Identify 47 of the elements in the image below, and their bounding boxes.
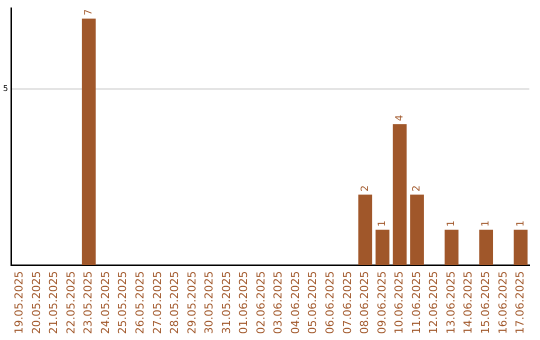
x-tick-label: 02.06.2025 [254, 271, 268, 334]
x-tick-label: 17.06.2025 [514, 271, 527, 334]
x-tick-label: 25.05.2025 [116, 271, 130, 334]
x-tick-label: 03.06.2025 [272, 271, 285, 334]
x-tick-label: 19.05.2025 [12, 271, 26, 334]
x-tick-label: 11.06.2025 [410, 271, 423, 334]
x-tick-label: 30.05.2025 [202, 271, 216, 334]
x-tick-label: 01.06.2025 [237, 271, 250, 334]
x-tick-label: 09.06.2025 [375, 271, 388, 334]
data-label: 2 [360, 185, 371, 192]
x-tick-label: 23.05.2025 [82, 271, 95, 334]
x-tick-label: 16.06.2025 [496, 271, 510, 334]
x-tick-label: 27.05.2025 [150, 271, 164, 334]
bar [514, 230, 528, 266]
x-tick-label: 29.05.2025 [185, 271, 198, 334]
bar [358, 194, 372, 266]
data-label: 4 [394, 114, 406, 122]
x-tick-label: 04.06.2025 [288, 271, 302, 334]
x-tick-label: 20.05.2025 [30, 271, 43, 334]
bar [82, 18, 96, 266]
x-tick-label: 08.06.2025 [358, 271, 372, 334]
x-tick-label: 10.06.2025 [392, 271, 406, 334]
data-label: 7 [83, 9, 94, 16]
data-label: 1 [515, 220, 526, 227]
bar [479, 230, 494, 266]
x-tick-label: 15.06.2025 [478, 271, 492, 334]
x-tick-label: 31.05.2025 [220, 271, 233, 334]
x-tick-label: 07.06.2025 [340, 271, 354, 334]
data-label: 2 [412, 185, 423, 192]
x-tick-label: 28.05.2025 [168, 271, 182, 334]
bar [444, 230, 458, 266]
x-tick-label: 26.05.2025 [134, 271, 147, 334]
bar [392, 124, 407, 266]
x-tick-label: 06.06.2025 [324, 271, 337, 334]
x-tick-label: 24.05.2025 [98, 271, 112, 334]
y-tick-label: 5 [2, 84, 8, 94]
bar [410, 194, 424, 266]
x-tick-label: 05.06.2025 [306, 271, 320, 334]
x-tick-label: 21.05.2025 [47, 271, 60, 334]
x-tick-label: 14.06.2025 [462, 271, 475, 334]
data-label: 1 [446, 220, 458, 227]
bar [376, 230, 390, 266]
x-tick-label: 22.05.2025 [64, 271, 78, 334]
x-tick-label: 13.06.2025 [444, 271, 458, 334]
x-tick-label: 12.06.2025 [427, 271, 440, 334]
data-label: 1 [377, 220, 388, 227]
data-label: 1 [480, 220, 492, 227]
